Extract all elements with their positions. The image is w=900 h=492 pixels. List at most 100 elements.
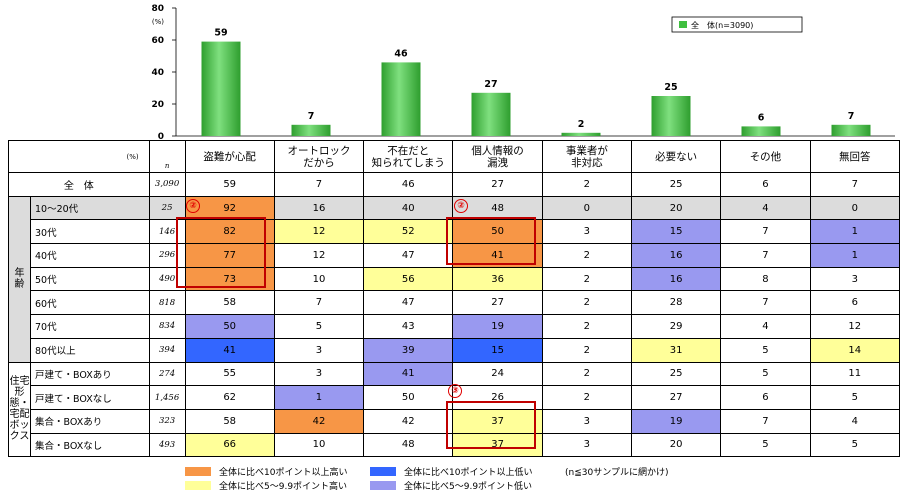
value-cell: 19: [630, 408, 722, 434]
column-header: 個人情報の 漏洩: [452, 140, 543, 173]
value-cell: 12: [809, 314, 900, 339]
legend-orange: 全体に比べ10ポイント以上高い: [185, 465, 347, 478]
value-cell: 1: [809, 219, 900, 245]
table-row: 80代以上 394 41 3 39 15 2 31 5 14: [9, 337, 900, 363]
value-cell: 7: [273, 290, 365, 316]
value-cell: 2: [541, 172, 633, 197]
group-label-age: 年 齢: [8, 195, 31, 363]
value-cell: 41: [184, 337, 275, 363]
bar-value-label: 46: [394, 48, 408, 59]
value-cell: 25: [630, 172, 722, 197]
group-label-housing: 住宅形態・ 宅配ボックス: [8, 361, 31, 458]
n-value: 274: [148, 361, 186, 387]
bar-value-label: 7: [308, 111, 315, 122]
total-row: 全 体 3,090 59 7 46 27 2 25 6 7: [8, 172, 900, 197]
row-label: 集合・BOXなし: [29, 432, 150, 458]
value-cell: 3: [273, 361, 365, 387]
bar: [831, 124, 871, 136]
value-cell: 59: [184, 172, 275, 197]
value-cell: 2: [541, 385, 633, 410]
total-label: 全 体: [8, 172, 150, 197]
value-cell: 48: [452, 195, 543, 221]
bar-value-label: 27: [484, 79, 497, 90]
column-header: 無回答: [809, 140, 900, 173]
value-cell: 2: [541, 314, 633, 339]
row-label: 50代: [29, 266, 150, 292]
marker-2b: ②: [454, 199, 468, 213]
value-cell: 73: [184, 266, 275, 292]
table-row: 住宅形態・ 宅配ボックス 戸建て・BOXあり 274 55 3 41 24 2 25 5 11: [8, 361, 900, 458]
row-label: 10～20代: [29, 195, 150, 221]
value-cell: 47: [363, 290, 454, 316]
n-value: 1,456: [148, 385, 186, 410]
value-cell: 27: [452, 172, 543, 197]
n-header: n: [148, 140, 186, 173]
n-value: 818: [148, 290, 186, 316]
y-tick-label: 40: [151, 68, 164, 78]
value-cell: 31: [630, 337, 722, 363]
value-cell: 7: [809, 172, 900, 197]
bar: [201, 41, 241, 136]
column-header: オートロック だから: [273, 140, 365, 173]
n-value: 493: [148, 432, 186, 458]
value-cell: 6: [720, 172, 811, 197]
value-cell: 55: [184, 361, 275, 387]
value-cell: 40: [363, 195, 454, 221]
value-cell: 14: [809, 337, 900, 363]
value-cell: 15: [630, 219, 722, 245]
marker-3: ③: [448, 384, 462, 398]
value-cell: 56: [363, 266, 454, 292]
bar-value-label: 7: [848, 111, 855, 122]
value-cell: 24: [452, 361, 543, 387]
value-cell: 6: [720, 385, 811, 410]
row-label: 30代: [29, 219, 150, 245]
unit-header: (%): [8, 140, 150, 173]
value-cell: 3: [541, 432, 633, 458]
row-label: 戸建て・BOXなし: [29, 385, 150, 410]
value-cell: 15: [452, 337, 543, 363]
value-cell: 29: [630, 314, 722, 339]
column-header: 必要ない: [630, 140, 722, 173]
row-label: 80代以上: [29, 337, 150, 363]
y-unit: (%): [152, 18, 164, 26]
value-cell: 43: [363, 314, 454, 339]
value-cell: 8: [720, 266, 811, 292]
value-cell: 39: [363, 337, 454, 363]
value-cell: 4: [809, 408, 900, 434]
value-cell: 41: [452, 243, 543, 268]
column-header: その他: [720, 140, 811, 173]
value-cell: 5: [720, 361, 811, 387]
value-cell: 5: [720, 337, 811, 363]
value-cell: 7: [720, 290, 811, 316]
value-cell: 50: [452, 219, 543, 245]
value-cell: 37: [452, 408, 543, 434]
column-header: 事業者が 非対応: [541, 140, 633, 173]
value-cell: 50: [363, 385, 454, 410]
value-cell: 19: [452, 314, 543, 339]
bar: [741, 126, 781, 136]
bar-value-label: 25: [664, 82, 677, 93]
value-cell: 7: [720, 219, 811, 245]
row-label: 集合・BOXあり: [29, 408, 150, 434]
value-cell: 4: [720, 195, 811, 221]
value-cell: 7: [273, 172, 365, 197]
value-cell: 0: [541, 195, 633, 221]
value-cell: 2: [541, 337, 633, 363]
bar: [651, 96, 691, 136]
value-cell: 0: [809, 195, 900, 221]
value-cell: 10: [273, 266, 365, 292]
bars: 59 7 46 27 2 25 6 7: [201, 28, 871, 136]
value-cell: 42: [273, 408, 365, 434]
bar: [381, 62, 421, 136]
table-row: 戸建て・BOXなし 1,456 62 1 50 26 2 27 6 5: [9, 385, 900, 410]
n-value: 394: [148, 337, 186, 363]
value-cell: 5: [809, 432, 900, 458]
column-header: 盗難が心配: [184, 140, 275, 173]
value-cell: 6: [809, 290, 900, 316]
value-cell: 66: [184, 432, 275, 458]
table-row: 集合・BOXあり 323 58 42 42 37 3 19 7 4: [9, 408, 900, 434]
legend-yellow: 全体に比べ5～9.9ポイント高い: [185, 479, 347, 492]
value-cell: 41: [363, 361, 454, 387]
value-cell: 12: [273, 243, 365, 268]
n-value: 296: [148, 243, 186, 268]
